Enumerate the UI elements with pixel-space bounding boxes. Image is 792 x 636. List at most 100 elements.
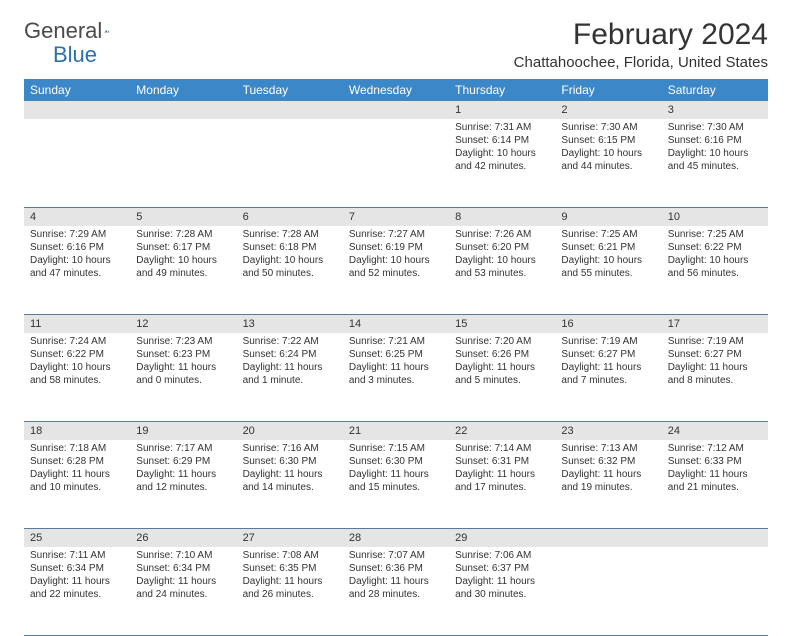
day-number	[130, 101, 236, 119]
day-number-row: 45678910	[24, 208, 768, 226]
day-cell: Sunrise: 7:21 AMSunset: 6:25 PMDaylight:…	[343, 333, 449, 421]
logo-text-blue: Blue	[53, 42, 97, 68]
day-detail-line: Sunrise: 7:07 AM	[349, 549, 443, 562]
day-cell: Sunrise: 7:29 AMSunset: 6:16 PMDaylight:…	[24, 226, 130, 314]
day-cell: Sunrise: 7:15 AMSunset: 6:30 PMDaylight:…	[343, 440, 449, 528]
day-detail-line: Daylight: 10 hours and 55 minutes.	[561, 254, 655, 280]
day-detail-line: Daylight: 11 hours and 5 minutes.	[455, 361, 549, 387]
day-detail-line: Sunset: 6:30 PM	[243, 455, 337, 468]
day-header-cell: Sunday	[24, 79, 130, 101]
day-detail-line: Daylight: 11 hours and 0 minutes.	[136, 361, 230, 387]
logo: General Blue	[24, 18, 132, 44]
day-detail-line: Sunset: 6:27 PM	[668, 348, 762, 361]
day-number: 26	[130, 529, 236, 547]
day-detail-line: Sunset: 6:36 PM	[349, 562, 443, 575]
day-detail-line: Sunrise: 7:30 AM	[561, 121, 655, 134]
day-detail-line: Sunrise: 7:25 AM	[561, 228, 655, 241]
day-detail-line: Sunrise: 7:20 AM	[455, 335, 549, 348]
day-number: 12	[130, 315, 236, 333]
logo-text-general: General	[24, 18, 102, 44]
day-header-cell: Wednesday	[343, 79, 449, 101]
day-cell: Sunrise: 7:19 AMSunset: 6:27 PMDaylight:…	[662, 333, 768, 421]
day-header-cell: Tuesday	[237, 79, 343, 101]
day-detail-line: Sunrise: 7:28 AM	[243, 228, 337, 241]
day-number: 3	[662, 101, 768, 119]
day-detail-line: Sunset: 6:37 PM	[455, 562, 549, 575]
day-cell: Sunrise: 7:22 AMSunset: 6:24 PMDaylight:…	[237, 333, 343, 421]
day-number: 2	[555, 101, 661, 119]
empty-cell	[662, 547, 768, 635]
day-number: 19	[130, 422, 236, 440]
day-detail-line: Daylight: 11 hours and 26 minutes.	[243, 575, 337, 601]
day-detail-line: Sunrise: 7:16 AM	[243, 442, 337, 455]
day-cell: Sunrise: 7:31 AMSunset: 6:14 PMDaylight:…	[449, 119, 555, 207]
day-cell: Sunrise: 7:25 AMSunset: 6:22 PMDaylight:…	[662, 226, 768, 314]
day-cell: Sunrise: 7:10 AMSunset: 6:34 PMDaylight:…	[130, 547, 236, 635]
day-number	[343, 101, 449, 119]
day-cell: Sunrise: 7:06 AMSunset: 6:37 PMDaylight:…	[449, 547, 555, 635]
day-number-row: 2526272829	[24, 529, 768, 547]
empty-cell	[555, 547, 661, 635]
day-detail-line: Sunset: 6:22 PM	[668, 241, 762, 254]
day-number: 13	[237, 315, 343, 333]
empty-cell	[24, 119, 130, 207]
day-detail-line: Daylight: 11 hours and 30 minutes.	[455, 575, 549, 601]
day-detail-line: Sunrise: 7:06 AM	[455, 549, 549, 562]
day-header-cell: Saturday	[662, 79, 768, 101]
day-number	[555, 529, 661, 547]
day-header-cell: Monday	[130, 79, 236, 101]
day-detail-line: Sunrise: 7:12 AM	[668, 442, 762, 455]
day-number-row: 18192021222324	[24, 422, 768, 440]
day-detail-line: Daylight: 11 hours and 3 minutes.	[349, 361, 443, 387]
day-detail-line: Sunset: 6:16 PM	[668, 134, 762, 147]
day-number: 10	[662, 208, 768, 226]
week-row: Sunrise: 7:29 AMSunset: 6:16 PMDaylight:…	[24, 226, 768, 315]
day-detail-line: Sunset: 6:35 PM	[243, 562, 337, 575]
day-detail-line: Sunset: 6:19 PM	[349, 241, 443, 254]
empty-cell	[237, 119, 343, 207]
day-number: 21	[343, 422, 449, 440]
day-number: 20	[237, 422, 343, 440]
day-detail-line: Sunset: 6:24 PM	[243, 348, 337, 361]
empty-cell	[343, 119, 449, 207]
day-detail-line: Sunset: 6:20 PM	[455, 241, 549, 254]
day-detail-line: Daylight: 10 hours and 42 minutes.	[455, 147, 549, 173]
day-number: 28	[343, 529, 449, 547]
day-number	[662, 529, 768, 547]
day-detail-line: Sunrise: 7:31 AM	[455, 121, 549, 134]
day-detail-line: Sunrise: 7:22 AM	[243, 335, 337, 348]
day-cell: Sunrise: 7:17 AMSunset: 6:29 PMDaylight:…	[130, 440, 236, 528]
day-detail-line: Sunset: 6:33 PM	[668, 455, 762, 468]
month-title: February 2024	[514, 18, 768, 52]
empty-cell	[130, 119, 236, 207]
day-header-row: SundayMondayTuesdayWednesdayThursdayFrid…	[24, 79, 768, 101]
week-row: Sunrise: 7:24 AMSunset: 6:22 PMDaylight:…	[24, 333, 768, 422]
day-detail-line: Sunrise: 7:13 AM	[561, 442, 655, 455]
day-cell: Sunrise: 7:28 AMSunset: 6:18 PMDaylight:…	[237, 226, 343, 314]
day-number: 6	[237, 208, 343, 226]
day-cell: Sunrise: 7:14 AMSunset: 6:31 PMDaylight:…	[449, 440, 555, 528]
day-detail-line: Sunrise: 7:17 AM	[136, 442, 230, 455]
day-detail-line: Sunset: 6:30 PM	[349, 455, 443, 468]
day-cell: Sunrise: 7:19 AMSunset: 6:27 PMDaylight:…	[555, 333, 661, 421]
day-number: 14	[343, 315, 449, 333]
day-detail-line: Sunrise: 7:21 AM	[349, 335, 443, 348]
day-detail-line: Daylight: 11 hours and 21 minutes.	[668, 468, 762, 494]
logo-sail-icon	[104, 22, 110, 40]
day-detail-line: Sunrise: 7:28 AM	[136, 228, 230, 241]
day-detail-line: Daylight: 10 hours and 58 minutes.	[30, 361, 124, 387]
day-header-cell: Thursday	[449, 79, 555, 101]
day-cell: Sunrise: 7:12 AMSunset: 6:33 PMDaylight:…	[662, 440, 768, 528]
day-detail-line: Daylight: 11 hours and 17 minutes.	[455, 468, 549, 494]
day-detail-line: Daylight: 10 hours and 49 minutes.	[136, 254, 230, 280]
day-number: 29	[449, 529, 555, 547]
location: Chattahoochee, Florida, United States	[514, 54, 768, 71]
day-detail-line: Sunset: 6:34 PM	[136, 562, 230, 575]
day-detail-line: Daylight: 11 hours and 8 minutes.	[668, 361, 762, 387]
day-detail-line: Sunrise: 7:19 AM	[668, 335, 762, 348]
day-detail-line: Sunset: 6:32 PM	[561, 455, 655, 468]
day-cell: Sunrise: 7:27 AMSunset: 6:19 PMDaylight:…	[343, 226, 449, 314]
day-cell: Sunrise: 7:18 AMSunset: 6:28 PMDaylight:…	[24, 440, 130, 528]
day-number: 24	[662, 422, 768, 440]
day-detail-line: Sunrise: 7:26 AM	[455, 228, 549, 241]
